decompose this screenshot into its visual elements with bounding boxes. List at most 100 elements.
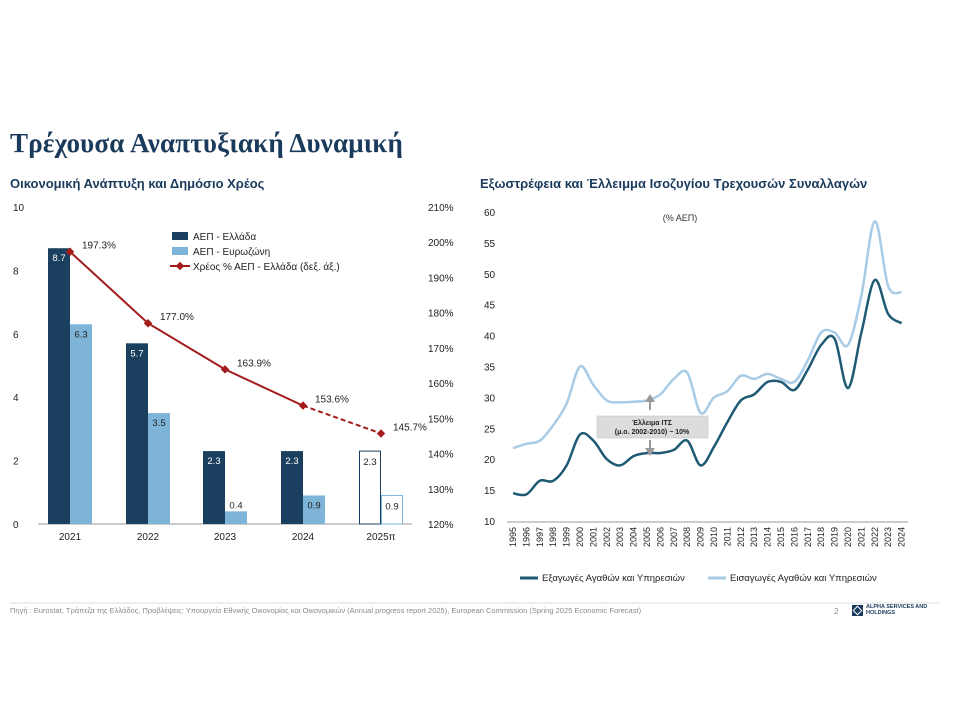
page-number: 2 (834, 607, 839, 616)
year-label: 2005 (642, 527, 652, 547)
right-y-tick-label: 60 (484, 208, 496, 219)
x-category-label: 2021 (59, 532, 82, 543)
year-label: 2013 (749, 527, 759, 547)
logo-text: ALPHA SERVICES AND HOLDINGS (866, 604, 928, 616)
left-y2-tick-label: 120% (428, 520, 454, 531)
bar-value-label: 6.3 (74, 329, 87, 340)
left-y-tick-label: 8 (13, 266, 19, 277)
annotation-box (596, 415, 709, 439)
bar-eurozone (303, 495, 325, 524)
right-y-tick-label: 45 (484, 301, 496, 312)
right-x-labels: 1995 1996 1997 1998 1999 2000 2001 2002 2003 2004… (508, 527, 907, 547)
left-y2-ticks: 120% 130% 140% 150% 160% 170% 180% 190% 200% 210% (428, 203, 454, 531)
bar-value-label: 2.3 (285, 456, 298, 467)
year-label: 2018 (816, 527, 826, 547)
left-y-tick-label: 2 (13, 457, 19, 468)
company-logo: ALPHA SERVICES AND HOLDINGS (852, 604, 956, 616)
year-label: 2015 (776, 527, 786, 547)
bar-value-label: 5.7 (130, 348, 143, 359)
debt-line: 197.3% 177.0% 163.9% 153.6% 145.7% (65, 241, 427, 438)
annotation-line2: (μ.ο. 2002-2010) ~ 10% (615, 429, 690, 436)
debt-value-label: 145.7% (393, 422, 427, 433)
bar-value-label: 3.5 (152, 418, 165, 429)
year-label: 1999 (562, 527, 572, 547)
year-label: 1997 (535, 527, 545, 547)
year-label: 1996 (521, 527, 531, 547)
right-y-tick-label: 30 (484, 393, 496, 404)
exports-line (512, 278, 903, 497)
x-category-label: 2024 (292, 532, 315, 543)
bar-greece (281, 451, 303, 524)
debt-point (298, 401, 308, 410)
year-label: 2004 (629, 527, 639, 547)
debt-line-forecast (302, 404, 382, 435)
year-label: 2012 (736, 527, 746, 547)
left-y2-tick-label: 160% (428, 379, 454, 390)
x-category-label: 2025π (366, 532, 395, 543)
left-y2-tick-label: 190% (428, 273, 454, 284)
year-label: 2023 (883, 527, 893, 547)
legend-swatch-greece-gdp (172, 232, 188, 240)
bar-value-label: 2.3 (207, 456, 220, 467)
bar-greece (126, 343, 148, 524)
year-label: 2021 (856, 527, 866, 547)
left-y-tick-label: 6 (13, 330, 19, 341)
legend-debt: Χρέος % ΑΕΠ - Ελλάδα (δεξ. άξ.) (193, 261, 340, 273)
debt-point (143, 318, 153, 328)
left-y2-tick-label: 140% (428, 450, 454, 461)
gdp-bar-labels: 8.7 6.3 5.7 3.5 2.3 0.4 2.3 0.9 2.3 0.9 (52, 253, 398, 512)
unit-annotation: (% ΑΕΠ) (663, 213, 698, 223)
annotation-arrowhead-up (645, 394, 655, 402)
left-y-tick-label: 4 (13, 393, 19, 404)
source-footnote: Πηγή : Eurostat, Τράπεζα της Ελλάδος, Πρ… (10, 606, 642, 615)
debt-point (65, 247, 75, 256)
year-label: 1998 (548, 527, 558, 547)
legend-imports: Εισαγωγές Αγαθών και Υπηρεσιών (730, 573, 877, 584)
year-label: 2011 (722, 527, 732, 546)
year-label: 2000 (575, 527, 585, 547)
trade-lines (512, 220, 903, 497)
right-legend: Εξαγωγές Αγαθών και Υπηρεσιών Εισαγωγές … (520, 573, 877, 584)
legend-swatch-euro-gdp (172, 247, 188, 255)
right-y-tick-label: 10 (484, 517, 496, 528)
year-label: 2022 (870, 527, 880, 547)
bar-value-label: 8.7 (52, 253, 65, 264)
bar-value-label: 2.3 (363, 457, 376, 468)
bar-eurozone (225, 511, 247, 524)
right-y-tick-label: 20 (484, 455, 496, 466)
legend-euro-gdp: ΑΕΠ - Ευρωζώνη (193, 246, 270, 258)
year-label: 2002 (602, 527, 612, 547)
debt-point (376, 429, 386, 438)
bar-greece (203, 451, 225, 524)
annotation-line1: Έλλειμα ΙΤΣ (632, 419, 672, 427)
left-chart-subtitle: Οικονομική Ανάπτυξη και Δημόσιο Χρέος (10, 176, 265, 191)
right-y-ticks: 10 15 20 25 30 35 40 45 50 55 60 (484, 208, 496, 528)
debt-value-label: 163.9% (237, 358, 271, 369)
left-y-tick-label: 0 (13, 520, 19, 531)
left-y2-tick-label: 180% (428, 309, 454, 320)
bar-value-label: 0.9 (307, 500, 320, 511)
bar-eurozone (70, 324, 92, 524)
right-y-tick-label: 35 (484, 363, 496, 374)
right-y-tick-label: 25 (484, 424, 496, 435)
year-label: 2020 (843, 527, 853, 547)
bar-greece-forecast (359, 450, 381, 525)
year-label: 2010 (709, 527, 719, 547)
debt-line-actual (69, 250, 304, 407)
year-label: 2008 (682, 527, 692, 547)
left-legend: ΑΕΠ - Ελλάδα ΑΕΠ - Ευρωζώνη Χρέος % ΑΕΠ … (170, 231, 340, 273)
year-label: 2017 (803, 527, 813, 547)
right-y-tick-label: 50 (484, 270, 496, 281)
year-label: 2014 (763, 527, 773, 547)
bar-value-label: 0.9 (385, 501, 398, 512)
right-y-tick-label: 55 (484, 239, 496, 250)
year-label: 2003 (615, 527, 625, 547)
year-label: 2024 (897, 527, 907, 547)
left-y2-tick-label: 130% (428, 485, 454, 496)
year-label: 2019 (830, 527, 840, 547)
left-y-tick-label: 10 (13, 203, 25, 214)
deficit-annotation: Έλλειμα ΙΤΣ (μ.ο. 2002-2010) ~ 10% (596, 394, 709, 456)
x-category-label: 2022 (137, 532, 160, 543)
year-label: 2001 (588, 527, 598, 547)
